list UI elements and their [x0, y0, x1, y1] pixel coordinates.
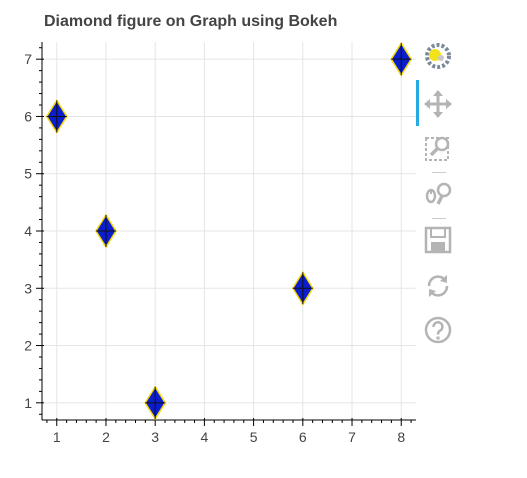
x-tick-label: 8 [397, 429, 405, 445]
bokeh-logo-icon[interactable] [422, 40, 454, 72]
y-tick-label: 3 [24, 280, 32, 296]
pan-icon[interactable] [422, 88, 454, 120]
save-icon[interactable] [422, 224, 454, 256]
diamond-marker [144, 385, 167, 421]
box-zoom-icon[interactable] [422, 132, 454, 164]
y-tick-label: 5 [24, 166, 32, 182]
reset-icon[interactable] [422, 270, 454, 302]
scatter-plot: 1 2 3 4 5 6 7 8 1 2 3 4 5 6 7 [24, 41, 416, 445]
y-tick-label: 1 [24, 395, 32, 411]
x-axis: 1 2 3 4 5 6 7 8 [46, 418, 412, 445]
x-tick-label: 7 [348, 429, 356, 445]
toolbar-separator [432, 218, 446, 219]
y-tick-label: 2 [24, 338, 32, 354]
chart-title: Diamond figure on Graph using Bokeh [44, 13, 338, 30]
x-tick-label: 4 [200, 429, 208, 445]
diamond-marker [390, 41, 413, 77]
y-tick-label: 4 [24, 223, 32, 239]
y-tick-label: 6 [24, 108, 32, 124]
help-icon[interactable] [422, 314, 454, 346]
x-tick-label: 1 [53, 429, 61, 445]
diamond-marker [95, 213, 117, 249]
x-tick-label: 5 [250, 429, 258, 445]
active-tool-indicator [416, 80, 419, 126]
wheel-zoom-icon[interactable] [422, 178, 454, 210]
toolbar-separator [432, 172, 446, 173]
y-axis: 1 2 3 4 5 6 7 [24, 47, 44, 415]
x-tick-label: 6 [299, 429, 307, 445]
data-points [45, 41, 413, 421]
toolbar [416, 40, 458, 360]
y-tick-label: 7 [24, 51, 32, 67]
x-tick-label: 2 [102, 429, 110, 445]
diamond-marker [45, 99, 68, 134]
x-tick-label: 3 [151, 429, 159, 445]
diamond-marker [291, 270, 314, 306]
